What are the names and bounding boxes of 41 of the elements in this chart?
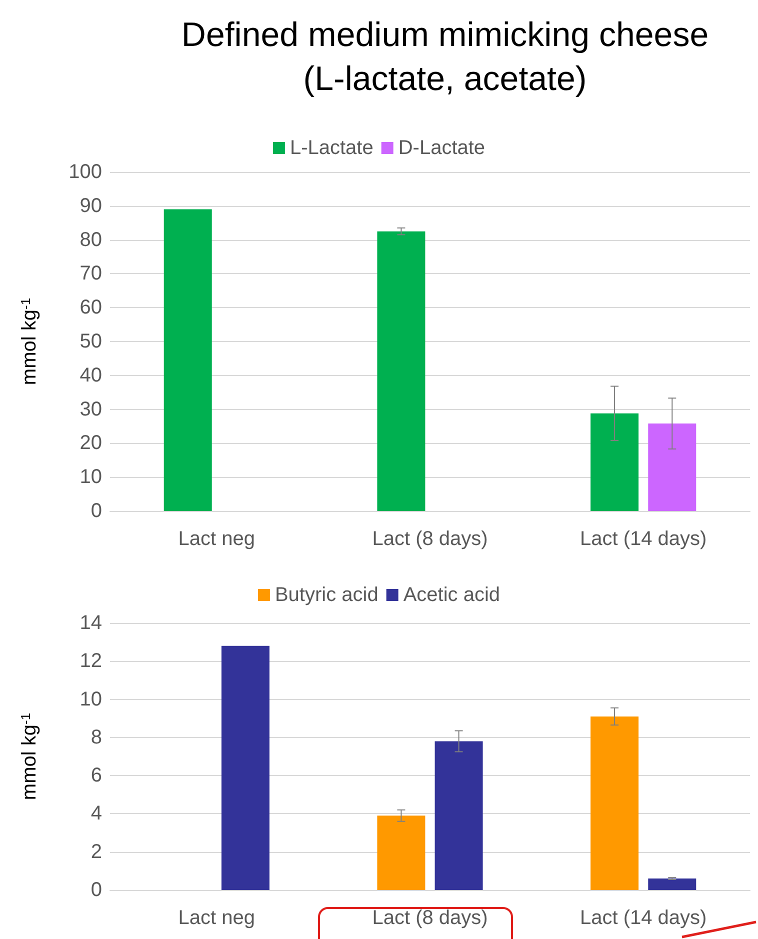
- legend-label: Acetic acid: [403, 584, 500, 606]
- y-tick-label: 10: [80, 688, 102, 710]
- x-tick-label: Lact (8 days): [372, 528, 488, 550]
- x-tick-label: Lact (14 days): [580, 528, 707, 550]
- y-tick-label: 6: [90, 764, 102, 787]
- bar: [648, 424, 696, 511]
- y-axis-title: mmol kg-1: [18, 712, 40, 800]
- y-tick-label: 8: [90, 726, 102, 748]
- y-tick-label: 4: [90, 802, 102, 825]
- bar: [377, 816, 426, 890]
- bar: [434, 741, 483, 890]
- chart-title: Defined medium mimicking cheese (L-lactate, acetate): [181, 16, 709, 98]
- bar: [377, 231, 426, 511]
- bar: [164, 209, 212, 511]
- y-tick-label: 12: [80, 650, 102, 672]
- y-tick-label: 40: [80, 364, 102, 386]
- y-tick-label: 2: [90, 840, 102, 863]
- y-tick-label: 30: [80, 398, 102, 420]
- y-tick-label: 90: [80, 194, 102, 217]
- y-axis-title: mmol kg-1: [18, 298, 40, 386]
- bar: [648, 878, 696, 890]
- y-tick-label: 50: [80, 330, 102, 352]
- x-tick-label: Lact (14 days): [580, 907, 707, 929]
- y-tick-label: 100: [68, 161, 102, 183]
- legend-label: L-Lactate: [290, 137, 374, 159]
- y-tick-label: 0: [90, 879, 102, 901]
- y-tick-label: 70: [80, 262, 102, 285]
- y-tick-label: 14: [80, 612, 102, 634]
- bar: [590, 716, 639, 890]
- x-tick-label: Lact neg: [178, 907, 256, 929]
- legend-label: Butyric acid: [274, 584, 378, 606]
- y-tick-label: 80: [80, 228, 102, 251]
- x-tick-label: Lact (8 days): [372, 907, 488, 929]
- y-tick-label: 20: [80, 432, 102, 454]
- y-tick-label: 60: [80, 296, 102, 319]
- bar: [590, 413, 639, 511]
- y-tick-label: 0: [90, 500, 102, 522]
- bar: [221, 646, 270, 890]
- legend-label: D-Lactate: [398, 137, 486, 159]
- x-tick-label: Lact neg: [178, 528, 256, 550]
- y-tick-label: 10: [80, 466, 102, 488]
